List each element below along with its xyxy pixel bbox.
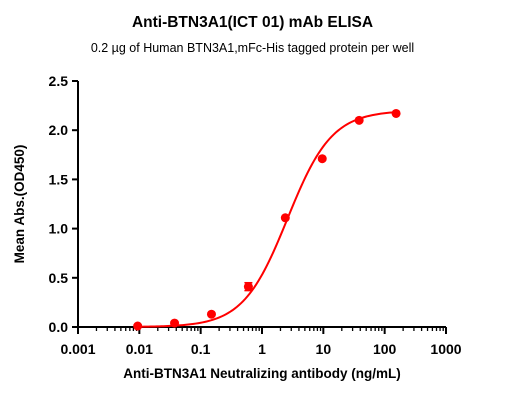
y-tick-label: 2.0 xyxy=(49,122,69,138)
y-tick-label: 1.0 xyxy=(49,221,69,237)
x-tick-label: 100 xyxy=(373,341,397,357)
x-tick-label: 10 xyxy=(316,341,332,357)
x-tick-label: 0.01 xyxy=(126,341,153,357)
data-point xyxy=(206,309,216,319)
x-tick-label: 1000 xyxy=(430,341,461,357)
data-point xyxy=(133,321,143,331)
data-point xyxy=(354,115,364,125)
x-tick-label: 0.001 xyxy=(60,341,95,357)
y-axis-label: Mean Abs.(OD450) xyxy=(12,145,27,264)
x-tick-label: 1 xyxy=(258,341,266,357)
y-tick-label: 0.5 xyxy=(49,270,69,286)
tick-labels: 0.0 0.5 1.0 1.5 2.0 2.5 0.001 0.01 0.1 1 10 100 1000 xyxy=(49,73,462,357)
data-point xyxy=(391,108,401,118)
y-tick-label: 2.5 xyxy=(49,73,69,89)
data-point xyxy=(170,318,180,328)
x-axis-label: Anti-BTN3A1 Neutralizing antibody (ng/mL… xyxy=(123,366,401,381)
x-tick-label: 0.1 xyxy=(191,341,211,357)
data-point xyxy=(317,154,327,164)
chart-subtitle: 0.2 µg of Human BTN3A1,mFc-His tagged pr… xyxy=(90,41,415,55)
data-point xyxy=(280,213,290,223)
y-tick-label: 0.0 xyxy=(49,319,69,335)
data-points xyxy=(133,108,401,331)
fit-curve xyxy=(137,111,397,328)
axes xyxy=(72,80,447,334)
data-point xyxy=(243,282,253,292)
chart-title: Anti-BTN3A1(ICT 01) mAb ELISA xyxy=(131,14,374,31)
y-tick-label: 1.5 xyxy=(49,171,69,187)
fit-curve-group xyxy=(137,111,397,328)
